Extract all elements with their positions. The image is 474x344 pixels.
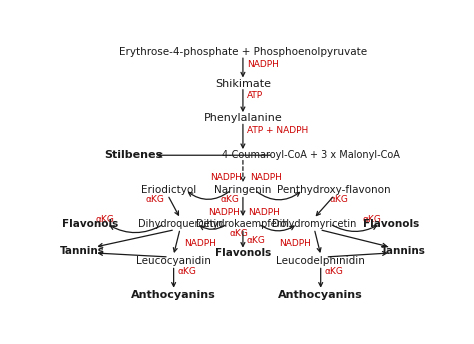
Text: NADPH: NADPH <box>208 208 240 217</box>
Text: Stilbenes: Stilbenes <box>105 150 163 160</box>
Text: 4-Coumaroyl-CoA + 3 x Malonyl-CoA: 4-Coumaroyl-CoA + 3 x Malonyl-CoA <box>222 150 400 160</box>
Text: αKG: αKG <box>330 195 349 204</box>
Text: Tannins: Tannins <box>60 246 104 256</box>
Text: NADPH: NADPH <box>247 60 279 69</box>
Text: αKG: αKG <box>363 215 382 224</box>
Text: αKG: αKG <box>220 195 239 204</box>
Text: NADPH: NADPH <box>279 238 310 248</box>
Text: Leucocyanidin: Leucocyanidin <box>136 256 211 266</box>
Text: Dihydroquercetin: Dihydroquercetin <box>137 219 222 229</box>
Text: Erythrose-4-phosphate + Phosphoenolpyruvate: Erythrose-4-phosphate + Phosphoenolpyruv… <box>119 47 367 57</box>
Text: αKG: αKG <box>177 267 196 276</box>
Text: αKG: αKG <box>96 215 115 224</box>
Text: Leucodelphinidin: Leucodelphinidin <box>276 256 365 266</box>
Text: αKG: αKG <box>146 195 164 204</box>
Text: Phenylalanine: Phenylalanine <box>203 113 283 123</box>
Text: NADPH: NADPH <box>210 173 242 182</box>
Text: NADPH: NADPH <box>183 238 216 248</box>
Text: Dihydrokaempferol: Dihydrokaempferol <box>196 219 290 229</box>
Text: Anthocyanins: Anthocyanins <box>131 290 216 300</box>
Text: Tannins: Tannins <box>381 246 426 256</box>
Text: αKG: αKG <box>325 267 344 276</box>
Text: Flavonols: Flavonols <box>364 219 419 229</box>
Text: Dihydromyricetin: Dihydromyricetin <box>273 219 357 229</box>
Text: NADPH: NADPH <box>250 173 282 182</box>
Text: Naringenin: Naringenin <box>214 185 272 195</box>
Text: ATP + NADPH: ATP + NADPH <box>247 126 308 135</box>
Text: Penthydroxy-flavonon: Penthydroxy-flavonon <box>277 185 391 195</box>
Text: αKG: αKG <box>247 236 265 245</box>
Text: αKG: αKG <box>229 228 248 237</box>
Text: Shikimate: Shikimate <box>215 79 271 89</box>
Text: Flavonols: Flavonols <box>62 219 118 229</box>
Text: ATP: ATP <box>247 92 263 100</box>
Text: Anthocyanins: Anthocyanins <box>278 290 363 300</box>
Text: Eriodictyol: Eriodictyol <box>141 185 196 195</box>
Text: Flavonols: Flavonols <box>215 248 271 258</box>
Text: NADPH: NADPH <box>248 208 281 217</box>
